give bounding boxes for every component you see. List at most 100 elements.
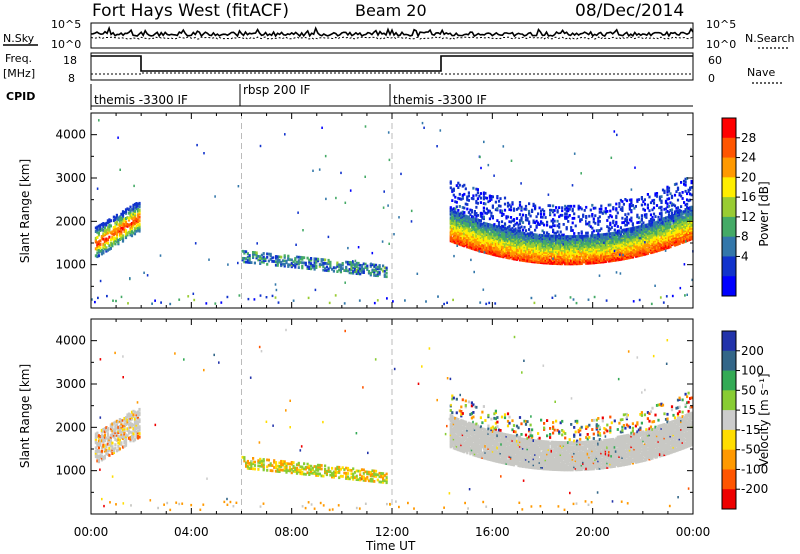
power-cell <box>511 254 514 257</box>
power-cell <box>585 242 588 246</box>
power-cell <box>124 211 128 215</box>
power-cell <box>651 246 654 250</box>
power-cell <box>537 236 540 240</box>
velocity-cell <box>124 442 128 446</box>
power-cell <box>613 240 616 244</box>
power-cell <box>515 221 519 225</box>
power-cell <box>515 235 519 239</box>
colorbar-tick-label: 16 <box>741 190 756 204</box>
velocity-cell <box>138 435 141 439</box>
power-cell <box>132 222 135 226</box>
power-cell <box>524 204 528 208</box>
power-cell <box>499 236 502 240</box>
power-cell <box>561 239 564 243</box>
power-cell <box>470 233 473 237</box>
power-cell <box>579 219 582 223</box>
power-cell <box>534 251 537 255</box>
power-cell <box>487 244 490 248</box>
power-cell <box>192 292 195 295</box>
velocity-cell <box>136 420 140 424</box>
power-cell <box>628 207 631 211</box>
power-cell <box>494 240 497 243</box>
power-cell <box>132 231 135 235</box>
power-cell <box>482 232 485 236</box>
power-cell <box>586 234 589 238</box>
power-cell <box>552 224 555 227</box>
power-cell <box>619 208 622 211</box>
power-cell <box>624 217 627 221</box>
power-cell <box>518 222 522 225</box>
power-cell <box>689 209 692 213</box>
velocity-cell <box>108 453 111 457</box>
power-cell <box>502 225 505 228</box>
power-cell <box>461 212 464 215</box>
power-cell <box>577 254 580 258</box>
power-cell <box>346 262 350 266</box>
power-cell <box>288 258 292 262</box>
power-cell <box>687 222 690 225</box>
power-cell <box>663 238 666 241</box>
power-cell <box>567 245 570 249</box>
power-cell <box>423 126 425 129</box>
power-cell <box>534 254 537 258</box>
power-cell <box>478 247 481 251</box>
power-cell <box>484 251 487 254</box>
power-cell <box>621 209 624 212</box>
velocity-cell <box>129 425 132 429</box>
power-cell <box>452 221 455 224</box>
power-cell <box>631 237 634 241</box>
power-cell <box>645 229 648 233</box>
power-cell <box>652 241 656 245</box>
velocity-cell <box>135 421 138 425</box>
power-cell <box>290 262 293 265</box>
power-cell <box>348 261 351 264</box>
power-cell <box>470 209 473 212</box>
power-cell <box>636 198 639 202</box>
power-cell <box>649 251 653 255</box>
power-cell <box>526 259 529 263</box>
power-cell <box>479 245 482 248</box>
power-cell <box>622 252 625 256</box>
power-cell <box>689 216 692 220</box>
power-cell <box>571 235 574 238</box>
power-cell <box>550 243 553 247</box>
power-cell <box>604 249 607 253</box>
power-cell <box>124 229 128 233</box>
power-cell <box>524 218 528 222</box>
power-cell <box>690 213 693 217</box>
power-cell <box>610 250 613 254</box>
power-cell <box>576 247 579 250</box>
power-cell <box>597 247 600 251</box>
velocity-cell <box>274 462 278 466</box>
power-cell <box>338 263 341 267</box>
power-cell <box>109 243 112 247</box>
velocity-cell <box>103 427 106 431</box>
velocity-cell <box>253 460 256 464</box>
power-cell <box>636 242 639 246</box>
power-cell <box>534 257 537 261</box>
power-cell <box>544 252 547 256</box>
power-cell <box>317 259 320 263</box>
power-cell <box>660 236 663 239</box>
power-cell <box>529 225 532 228</box>
power-cell <box>645 232 648 236</box>
power-cell <box>385 275 388 279</box>
power-cell <box>622 249 625 253</box>
power-cell <box>269 258 272 261</box>
power-cell <box>612 234 615 238</box>
power-cell <box>645 216 648 219</box>
power-cell <box>649 219 653 223</box>
power-cell <box>455 241 458 245</box>
power-cell <box>637 236 640 239</box>
power-cell <box>604 245 607 248</box>
power-cell <box>633 246 636 250</box>
power-cell <box>534 237 537 241</box>
power-cell <box>687 199 690 203</box>
power-cell <box>646 247 649 251</box>
power-cell <box>476 233 479 237</box>
power-cell <box>634 236 637 240</box>
power-cell <box>619 226 622 229</box>
power-cell <box>521 233 525 237</box>
power-cell <box>597 252 600 255</box>
velocity-cell <box>310 464 313 468</box>
